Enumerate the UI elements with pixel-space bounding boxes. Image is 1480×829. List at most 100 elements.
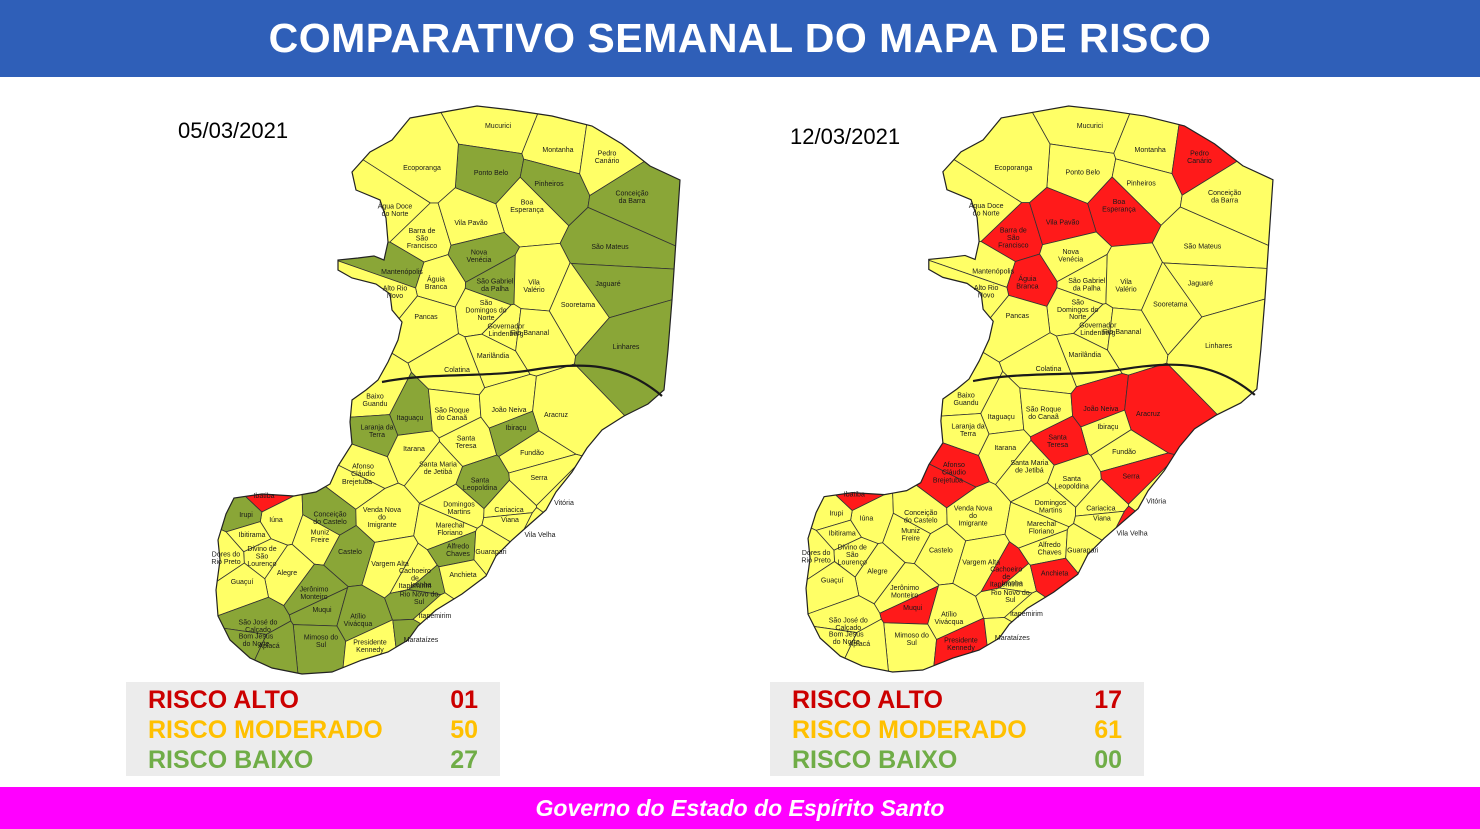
municipality-label: Muqui: [312, 607, 332, 614]
municipality-label: São Mateus: [591, 244, 629, 251]
header-banner: COMPARATIVO SEMANAL DO MAPA DE RISCO: [0, 0, 1480, 77]
municipality-label: Santa Maria de Jetibá: [419, 462, 457, 477]
risk-map-left: Mucurici Montanha Pedro Canário Ponto Belo Ec…: [211, 100, 687, 678]
legend-label: RISCO MODERADO: [148, 716, 383, 744]
municipality-label: Itarana: [403, 446, 425, 453]
footer-banner: Governo do Estado do Espírito Santo: [0, 787, 1480, 829]
municipality-label: João Neiva: [491, 407, 526, 414]
municipality-label: Domingos Martins: [443, 502, 475, 517]
municipality-region: [473, 524, 557, 660]
municipality-label: Pancas: [414, 314, 438, 321]
municipality-label: Colatina: [1036, 366, 1062, 373]
municipality-label: Vargem Alta: [371, 561, 409, 568]
legend-count: 27: [450, 746, 478, 774]
municipality-label: Ibiraçu: [505, 425, 526, 432]
municipality-label: Afonso Cláudio: [351, 464, 375, 479]
municipality-label: Alfredo Chaves: [1038, 542, 1062, 556]
risk-map-right-svg: Mucurici Montanha Pedro Canário Ponto Belo Ec…: [801, 105, 1274, 673]
municipality-region: [983, 617, 1125, 673]
municipality-label: Apiacá: [258, 643, 280, 650]
municipality-label: Cachoeiro de Itapemirim: [990, 566, 1023, 588]
municipality-label: Ecoporanga: [994, 165, 1032, 172]
legend-row-moderate: RISCO MODERADO 50: [148, 715, 478, 745]
municipality-label: Boa Esperança: [510, 200, 544, 215]
municipality-label: Santa Teresa: [455, 436, 476, 451]
municipality-label: Barra de São Francisco: [998, 228, 1029, 250]
municipality-label: Bom Jesus do Norte: [239, 634, 274, 649]
municipality-label: Rio Novo do Sul: [991, 590, 1030, 604]
municipality-label: Sooretama: [1153, 301, 1188, 308]
municipality-region: [1065, 523, 1149, 658]
page-title: COMPARATIVO SEMANAL DO MAPA DE RISCO: [268, 15, 1212, 61]
municipality-label: Atílio Vivácqua: [935, 612, 964, 626]
municipality-label: Fundão: [1112, 449, 1136, 456]
municipality-label: Marilândia: [1069, 352, 1102, 359]
municipality-label: Linhares: [1205, 343, 1232, 350]
municipality-label: Pinheiros: [534, 181, 564, 188]
municipality-label: Cachoeiro de Itapemirim: [399, 568, 432, 590]
municipality-label: Marechal Floriano: [1027, 521, 1056, 535]
municipality-label: Alegre: [277, 570, 297, 577]
municipality-label: Vila Velha: [1116, 531, 1147, 538]
municipality-label: Barra de São Francisco: [407, 228, 437, 250]
municipality-label: Governador Lindenberg: [488, 324, 526, 339]
municipality-label: Vila Velha: [524, 532, 555, 539]
municipality-label: Ponto Belo: [474, 170, 508, 177]
municipality-label: Conceição da Barra: [615, 191, 648, 206]
municipality-label: Castelo: [929, 547, 953, 554]
municipality-label: Colatina: [444, 367, 470, 374]
municipality-label: Serra: [530, 475, 547, 482]
municipality-region: [927, 583, 985, 641]
municipality-label: Pancas: [1006, 313, 1030, 320]
date-left: 05/03/2021: [178, 118, 289, 143]
municipality-label: Iconha: [1002, 580, 1023, 587]
municipality-label: Guaçuí: [231, 579, 254, 586]
legend-row-moderate: RISCO MODERADO 61: [792, 715, 1122, 745]
municipality-label: Bom Jesus do Norte: [829, 632, 864, 646]
municipality-label: Baixo Guandu: [363, 394, 388, 409]
municipality-label: Ibatiba: [253, 493, 274, 500]
municipality-region: [392, 618, 533, 674]
municipality-label: Cariacica: [1086, 506, 1115, 513]
state-outline: [805, 105, 1274, 673]
municipality-label: Serra: [1122, 474, 1139, 481]
municipality-label: Guarapari: [1067, 547, 1099, 554]
municipality-label: Vila Pavão: [454, 220, 487, 227]
legend-count: 00: [1094, 746, 1122, 774]
municipality-region: [806, 310, 900, 512]
municipality-label: Vitória: [1146, 499, 1166, 506]
legend-label: RISCO ALTO: [792, 686, 943, 714]
municipality-label: Dores do Rio Preto: [211, 552, 240, 567]
municipality-label: Rio Novo do Sul: [400, 592, 439, 607]
municipality-label: São Roque do Canaã: [1026, 406, 1061, 420]
municipality-label: São Domingos do Norte: [465, 300, 506, 322]
municipality-label: Atílio Vivácqua: [344, 614, 373, 629]
municipality-label: Conceição da Barra: [1208, 190, 1241, 204]
municipality-label: Itarana: [994, 445, 1016, 452]
municipality-label: Mantenópolis: [972, 268, 1014, 275]
risk-map-right: Mucurici Montanha Pedro Canário Ponto Belo Ec…: [801, 100, 1280, 676]
municipality-label: Dores do Rio Preto: [801, 550, 830, 564]
municipality-label: Alto Rio Novo: [383, 286, 408, 301]
municipality-label: Sooretama: [561, 302, 595, 309]
municipality-label: São Mateus: [1184, 244, 1222, 251]
municipality-label: Anchieta: [1041, 570, 1068, 577]
municipality-label: Jerônimo Monteiro: [890, 585, 919, 599]
municipality-label: Itaguaçu: [397, 415, 424, 422]
municipality-label: Ibitirama: [829, 531, 856, 538]
municipality-label: Pinheiros: [1126, 181, 1156, 188]
state-outline: [215, 105, 681, 675]
municipality-label: Aracruz: [1136, 411, 1161, 418]
municipality-label: Iconha: [410, 582, 431, 589]
municipality-label: Montanha: [542, 147, 573, 154]
municipality-label: Anchieta: [449, 572, 476, 579]
municipality-label: Conceição do Castelo: [904, 510, 938, 524]
municipality-label: Água Doce do Norte: [378, 202, 413, 219]
municipality-label: Mucurici: [1077, 123, 1104, 130]
municipality-label: São José do Calçado: [239, 620, 278, 635]
legend-count: 01: [450, 686, 478, 714]
legend-count: 50: [450, 716, 478, 744]
legend-right: RISCO ALTO 17 RISCO MODERADO 61 RISCO BA…: [770, 682, 1144, 776]
municipality-label: Jerônimo Monteiro: [300, 587, 329, 602]
municipality-label: Venda Nova do Imigrante: [363, 507, 401, 529]
